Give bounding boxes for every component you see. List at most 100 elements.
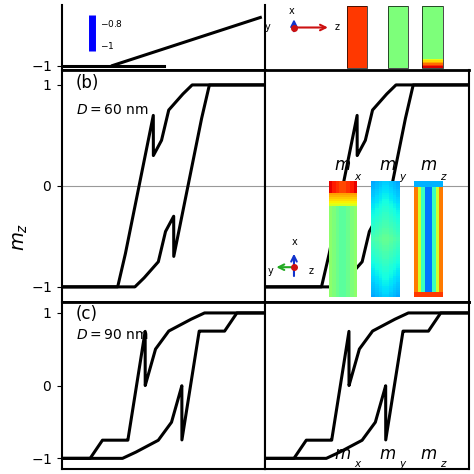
Bar	[386, 293, 389, 295]
Bar	[396, 292, 400, 293]
Bar	[354, 204, 357, 206]
Bar	[336, 216, 339, 218]
Bar	[393, 282, 396, 284]
Bar	[428, 272, 432, 274]
Bar	[428, 226, 432, 228]
Bar	[439, 259, 443, 261]
Bar	[436, 218, 439, 220]
Bar	[418, 249, 421, 251]
Bar	[389, 276, 393, 278]
Bar	[421, 218, 425, 220]
Bar	[346, 226, 350, 228]
Bar	[396, 195, 400, 197]
Bar	[336, 209, 339, 210]
Bar	[422, 46, 443, 48]
Bar	[421, 280, 425, 282]
Bar	[332, 187, 336, 189]
Bar	[432, 187, 436, 189]
Bar	[436, 201, 439, 202]
Bar	[346, 266, 350, 268]
Bar	[346, 202, 350, 204]
Bar	[439, 284, 443, 286]
Text: $D = 60\ \mathrm{nm}$: $D = 60\ \mathrm{nm}$	[76, 103, 149, 117]
Bar	[414, 284, 418, 286]
Bar	[328, 249, 332, 251]
Bar	[350, 214, 354, 216]
Bar	[388, 18, 408, 20]
Bar	[382, 220, 386, 222]
Bar	[428, 237, 432, 239]
Bar	[354, 268, 357, 270]
Bar	[414, 216, 418, 218]
Bar	[375, 202, 379, 204]
Bar	[375, 187, 379, 189]
Bar	[379, 284, 382, 286]
Bar	[388, 54, 408, 55]
Bar	[372, 282, 375, 284]
Bar	[339, 229, 343, 232]
Bar	[332, 239, 336, 241]
Bar	[332, 274, 336, 276]
Bar	[339, 187, 343, 189]
Bar	[347, 6, 367, 68]
Bar	[332, 288, 336, 290]
Bar	[350, 212, 354, 214]
Bar	[354, 218, 357, 220]
Bar	[343, 197, 346, 199]
Bar	[439, 197, 443, 199]
Bar	[382, 245, 386, 247]
Bar	[343, 249, 346, 251]
Bar	[336, 278, 339, 280]
Bar	[389, 290, 393, 292]
Bar	[436, 257, 439, 259]
Bar	[414, 278, 418, 280]
Bar	[375, 209, 379, 210]
Bar	[389, 195, 393, 197]
Bar	[396, 276, 400, 278]
Bar	[439, 183, 443, 185]
Bar	[396, 214, 400, 216]
Bar	[372, 195, 375, 197]
Bar	[382, 247, 386, 249]
Bar	[382, 224, 386, 226]
Bar	[418, 290, 421, 292]
Bar	[439, 251, 443, 253]
Bar	[346, 236, 350, 237]
Bar	[339, 290, 343, 292]
Bar	[343, 295, 346, 297]
Bar	[372, 257, 375, 259]
Bar	[332, 243, 336, 245]
Bar	[386, 181, 389, 183]
Bar	[393, 259, 396, 261]
Bar	[332, 222, 336, 224]
Bar	[422, 36, 443, 37]
Bar	[339, 286, 343, 288]
Bar	[393, 253, 396, 255]
Bar	[346, 282, 350, 284]
Bar	[428, 218, 432, 220]
Bar	[414, 239, 418, 241]
Text: $m$: $m$	[334, 156, 351, 173]
Bar	[382, 210, 386, 212]
Bar	[389, 193, 393, 195]
Bar	[328, 236, 332, 237]
Bar	[347, 37, 367, 38]
Bar	[425, 253, 428, 255]
Bar	[396, 187, 400, 189]
Bar	[379, 185, 382, 187]
Bar	[439, 229, 443, 232]
Bar	[379, 253, 382, 255]
Bar	[414, 195, 418, 197]
Bar	[339, 253, 343, 255]
Bar	[396, 249, 400, 251]
Bar	[414, 292, 418, 293]
Bar	[350, 216, 354, 218]
Bar	[393, 245, 396, 247]
Bar	[389, 204, 393, 206]
Bar	[418, 228, 421, 229]
Bar	[418, 284, 421, 286]
Bar	[372, 229, 375, 232]
Bar	[386, 228, 389, 229]
Bar	[328, 290, 332, 292]
Bar	[336, 201, 339, 202]
